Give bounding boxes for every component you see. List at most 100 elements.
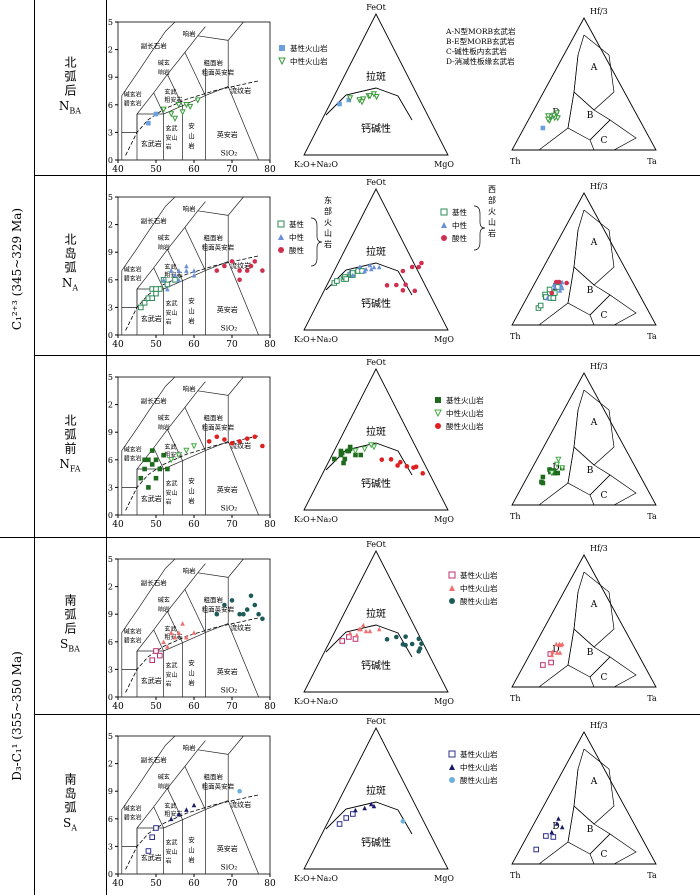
data-point	[409, 641, 415, 647]
data-point	[376, 626, 382, 632]
diagram-panels: 405060708003691215副长石岩响岩碱玄响岩粗面岩粗面英安岩碱玄岩碧…	[106, 3, 657, 889]
data-point	[548, 470, 555, 477]
row-label-sba: 南弧后 SBA	[60, 593, 80, 654]
field-boundary	[121, 196, 176, 335]
data-point	[557, 288, 563, 293]
data-point	[346, 634, 352, 640]
field-label: 岩	[166, 857, 172, 865]
afm-triangle	[303, 727, 449, 870]
data-point	[553, 641, 559, 647]
x-tick-label: 40	[112, 879, 124, 889]
x-tick-label: 50	[150, 702, 162, 712]
y-tick-label: 15	[106, 193, 113, 202]
hf-top-label: Hf/3	[590, 182, 608, 191]
hf-field	[589, 119, 637, 151]
y-tick-label: 9	[108, 248, 113, 257]
hf-field-label: C	[601, 136, 608, 146]
data-point	[540, 662, 546, 668]
data-point	[371, 264, 377, 270]
field-label: 粗面岩	[204, 233, 224, 242]
hf-field-label: C	[601, 850, 608, 860]
data-point	[277, 220, 285, 228]
field-label: 粗安岩	[164, 451, 182, 459]
data-point	[180, 621, 185, 626]
hf-field-label: C	[601, 491, 608, 501]
data-point	[384, 283, 390, 288]
field-label: 粗面英安岩	[202, 604, 235, 613]
x-tick-label: 40	[112, 520, 124, 530]
field-label: 玄武	[164, 802, 176, 810]
data-point	[184, 263, 189, 269]
data-point	[343, 276, 349, 282]
data-point	[363, 628, 369, 634]
field-boundary	[184, 227, 206, 271]
data-point	[550, 112, 558, 119]
y-tick-label: 3	[108, 128, 113, 137]
data-point	[441, 235, 447, 241]
data-point	[546, 286, 553, 293]
legend-label: 基性火山岩	[446, 395, 484, 405]
field-label-rhyolite: 流纹岩	[230, 261, 251, 270]
data-point	[176, 811, 182, 817]
data-point	[153, 111, 159, 117]
field-label: 碧玄岩	[124, 814, 142, 822]
data-point	[352, 448, 359, 455]
data-point	[252, 602, 258, 608]
afm-top-label: FeOt	[366, 540, 386, 549]
hf-field-label: B	[587, 466, 594, 476]
data-point	[237, 268, 242, 273]
field-label-rhyolite: 流纹岩	[230, 86, 251, 95]
data-point	[350, 272, 356, 278]
data-point	[552, 284, 558, 290]
data-point	[252, 434, 258, 440]
afm-calcalk-label: 钙碱性	[361, 477, 391, 490]
field-label: 粗安岩	[164, 96, 182, 104]
data-point	[342, 456, 348, 462]
afm-triangle	[303, 550, 449, 693]
data-point	[403, 282, 408, 287]
data-point	[368, 442, 375, 449]
data-point	[153, 825, 159, 831]
legend-label: 中性火山岩	[460, 583, 498, 593]
field-label-rhyolite: 流纹岩	[230, 800, 251, 809]
field-label: 玄武	[166, 125, 178, 133]
data-point	[549, 829, 555, 835]
afm-left-label: K₂O+Na₂O	[294, 874, 338, 883]
data-point	[420, 471, 426, 476]
data-point	[237, 788, 242, 794]
y-tick-label: 9	[108, 610, 113, 619]
alkaline-divider	[125, 255, 259, 331]
legend-label: 酸性火山岩	[460, 596, 498, 606]
data-point	[559, 285, 565, 291]
hf-field	[538, 409, 579, 506]
field-label-dacite: 英安岩	[217, 844, 238, 853]
data-point	[190, 443, 198, 450]
afm-right-label: MgO	[434, 160, 454, 169]
x-tick-label: 80	[264, 702, 276, 712]
legend-label: 基性火山岩	[460, 570, 498, 580]
field-boundary	[227, 623, 259, 698]
field-boundary	[167, 74, 183, 106]
data-point	[337, 101, 342, 107]
field-label: 玄武	[166, 300, 178, 308]
field-label: 粗面岩	[204, 413, 224, 422]
data-point	[435, 423, 441, 429]
data-point	[248, 263, 254, 269]
field-boundary	[197, 572, 229, 578]
field-label-dacite: 英安岩	[217, 130, 238, 139]
hf-left-label: Th	[510, 512, 521, 521]
field-label: 碱玄	[158, 234, 170, 242]
field-label: 安	[188, 658, 195, 667]
field-boundary	[227, 800, 259, 875]
field-boundary	[121, 376, 176, 515]
field-label-basalt: 玄武岩	[141, 676, 162, 685]
hf-field	[538, 54, 579, 151]
legend-group-title: 山	[324, 228, 332, 238]
field-label: 响岩	[158, 68, 170, 76]
alkaline-divider	[125, 794, 259, 870]
hf-field-label: A	[590, 418, 598, 428]
data-point	[550, 295, 557, 301]
